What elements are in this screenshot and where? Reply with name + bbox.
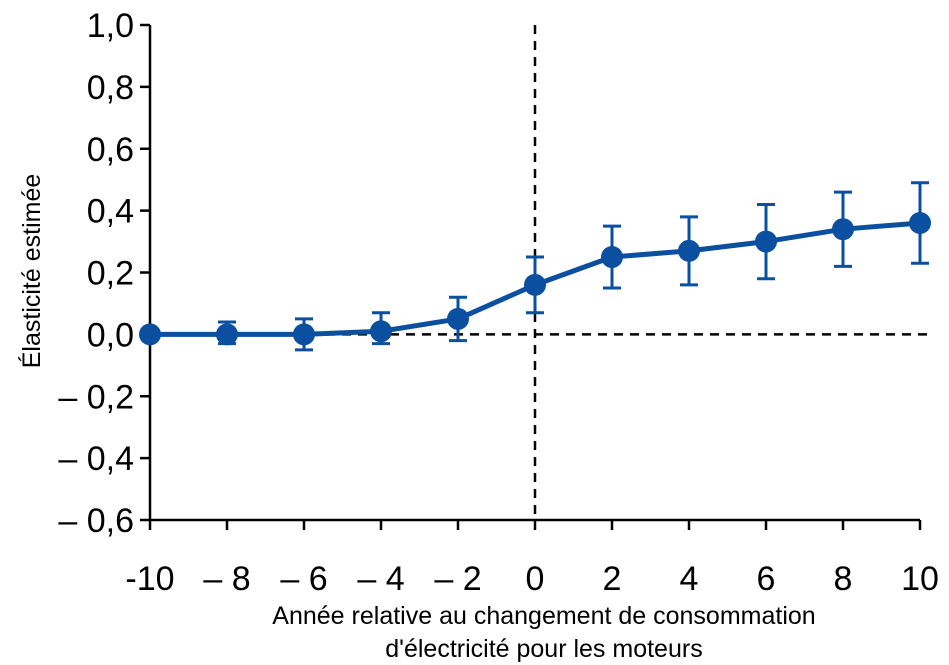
x-tick-label: – 2: [434, 560, 481, 598]
data-point: [139, 323, 161, 346]
y-tick-label: 0,8: [87, 69, 134, 107]
y-tick-label: 0,4: [87, 193, 134, 231]
labels: Année relative au changement de consomma…: [17, 174, 816, 663]
data-point: [678, 239, 700, 262]
data-point: [216, 323, 238, 346]
x-tick-label: 6: [757, 560, 776, 598]
data-point: [370, 320, 392, 343]
reference-lines: [150, 25, 930, 520]
x-axis-title-line-1: Année relative au changement de consomma…: [272, 602, 815, 630]
x-tick-label: -10: [125, 560, 174, 598]
y-tick-label: – 0,2: [58, 378, 134, 416]
series: [139, 181, 931, 352]
x-tick-label: 0: [526, 560, 545, 598]
x-tick-label: – 4: [357, 560, 404, 598]
data-point: [601, 246, 623, 269]
x-tick-label: – 8: [203, 560, 250, 598]
data-point: [909, 212, 931, 234]
y-tick-label: 1,0: [87, 7, 134, 45]
x-tick-label: 4: [680, 560, 699, 598]
x-tick-label: – 6: [280, 560, 327, 598]
x-tick-label: 10: [901, 560, 939, 598]
x-tick-label: 2: [603, 560, 622, 598]
y-tick-label: 0,6: [87, 131, 134, 169]
data-point: [755, 230, 777, 253]
y-tick-label: 0,0: [87, 316, 134, 354]
x-axis-title-line-2: d'électricité pour les moteurs: [385, 635, 702, 663]
x-tick-label: 8: [834, 560, 853, 598]
y-tick-label: 0,2: [87, 255, 134, 293]
data-point: [524, 273, 546, 296]
data-point: [447, 307, 469, 330]
y-axis-title: Élasticité estimée: [17, 174, 46, 369]
axes: 1,00,80,60,40,20,0– 0,2– 0,4– 0,6-10– 8–…: [58, 7, 939, 598]
y-tick-label: – 0,4: [58, 440, 134, 478]
y-tick-label: – 0,6: [58, 502, 134, 540]
data-point: [293, 323, 315, 346]
data-point: [832, 218, 854, 241]
